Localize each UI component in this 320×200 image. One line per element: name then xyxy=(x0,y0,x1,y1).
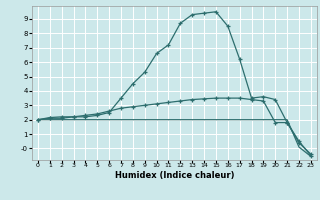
X-axis label: Humidex (Indice chaleur): Humidex (Indice chaleur) xyxy=(115,171,234,180)
